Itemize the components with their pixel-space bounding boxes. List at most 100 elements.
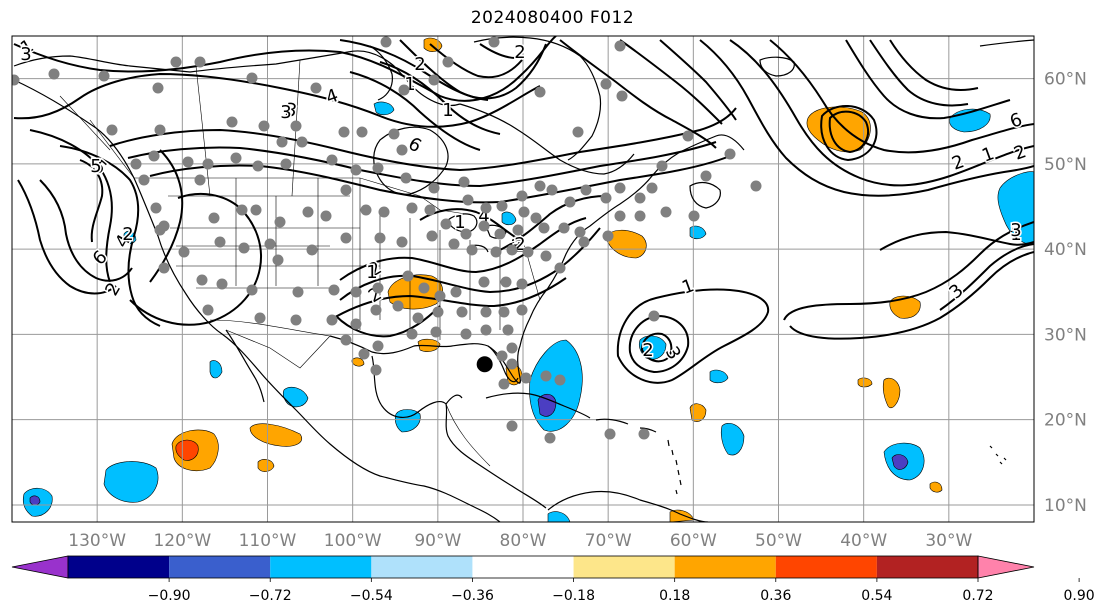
station-dot — [602, 230, 614, 242]
contour-label: 3 — [283, 99, 298, 122]
contour-label: 2 — [122, 224, 133, 245]
contour-label: 2 — [642, 340, 653, 361]
longitude-label: 30°W — [925, 531, 972, 551]
station-dot — [418, 282, 430, 294]
contour-canada-3 — [479, 43, 517, 59]
station-dot — [358, 348, 370, 360]
station-dot — [462, 194, 474, 206]
station-dot — [580, 184, 592, 196]
station-dot — [424, 204, 436, 216]
station-dot — [442, 56, 454, 68]
station-dot — [246, 284, 258, 296]
contour-atl-west-1 — [699, 39, 1034, 197]
contour-atl-east-2 — [789, 251, 1034, 340]
station-dot — [546, 184, 558, 196]
storm-center-marker — [476, 356, 493, 373]
contour-se-4 — [419, 208, 521, 241]
station-dot — [656, 160, 668, 172]
shade-neg-pacific-sw-core — [29, 495, 41, 506]
station-dot — [480, 324, 492, 336]
station-dot — [534, 86, 546, 98]
station-dot — [238, 242, 250, 254]
station-dot — [194, 174, 206, 186]
shade-pos-atl-mid — [689, 403, 707, 422]
station-dot — [138, 174, 150, 186]
contour-northpac-1 — [13, 36, 557, 102]
longitude-label: 60°W — [670, 531, 717, 551]
station-dot — [98, 70, 110, 82]
station-dot — [506, 420, 518, 432]
contour-label: 3 — [20, 44, 31, 65]
contour-jet-4 — [349, 71, 481, 151]
station-dots — [12, 36, 762, 444]
station-dot — [540, 250, 552, 262]
station-dot — [360, 204, 372, 216]
colorbar-tick-label: −0.90 — [148, 588, 191, 604]
station-dot — [432, 306, 444, 318]
contour-label: 5 — [90, 156, 101, 177]
station-dot — [600, 78, 612, 90]
contour-label: 3 — [280, 102, 291, 123]
station-dot — [398, 84, 410, 96]
station-dot — [130, 158, 142, 170]
longitude-label: 80°W — [500, 531, 547, 551]
station-dot — [450, 286, 462, 298]
station-dot — [614, 210, 626, 222]
longitude-label: 50°W — [755, 531, 802, 551]
station-dot — [274, 216, 286, 228]
shade-pos-atl-small — [882, 377, 901, 409]
contour-label: 3 — [1010, 220, 1021, 241]
station-dot — [516, 304, 528, 316]
station-dot — [682, 130, 694, 142]
station-dot — [250, 204, 262, 216]
station-dot — [428, 182, 440, 194]
station-dot — [426, 230, 438, 242]
shade-neg-atl-mid2 — [638, 335, 667, 360]
shade-pos-small1 — [857, 377, 873, 388]
station-dot — [202, 304, 214, 316]
station-dot — [158, 262, 170, 274]
longitude-labels: 130°W 120°W 110°W 100°W 90°W 80°W 70°W 60°W 50°W… — [68, 531, 972, 551]
station-dot — [340, 184, 352, 196]
station-dot — [700, 170, 712, 182]
colorbar-extend-low — [11, 555, 69, 579]
station-dot — [518, 206, 530, 218]
shade-neg-canada — [373, 101, 395, 116]
contour-canada-2 — [429, 43, 523, 79]
station-dot — [466, 244, 478, 256]
station-dot — [340, 334, 352, 346]
contour-greenland-3 — [659, 39, 737, 121]
contour-atl-ring-2 — [820, 104, 878, 162]
station-dot — [502, 324, 514, 336]
station-dot — [328, 284, 340, 296]
contour-jet-1 — [109, 107, 737, 172]
colorbar-tick-label: −0.54 — [350, 588, 393, 604]
station-dot — [478, 276, 490, 288]
station-dot — [490, 246, 502, 258]
contour-canada-1 — [399, 39, 547, 100]
station-dot — [326, 154, 338, 166]
station-dot — [544, 432, 556, 444]
station-dot — [340, 232, 352, 244]
contour-atl-low-1 — [616, 288, 770, 384]
station-dot — [380, 36, 392, 48]
station-dot — [520, 372, 532, 384]
station-dot — [604, 428, 616, 440]
station-dot — [634, 210, 646, 222]
contour-west-3 — [29, 129, 113, 283]
contour-atl-west-2 — [879, 230, 1034, 251]
shade-neg-south — [547, 511, 571, 522]
station-dot — [194, 56, 206, 68]
longitude-label: 100°W — [324, 531, 382, 551]
station-dot — [106, 124, 118, 136]
station-dot — [264, 238, 276, 250]
longitude-label: 120°W — [153, 531, 211, 551]
station-dot — [252, 160, 264, 172]
contour-se-1 — [339, 227, 601, 301]
station-dot — [292, 286, 304, 298]
latitude-label: 10°N — [1044, 496, 1087, 516]
station-dot — [750, 180, 762, 192]
longitude-label: 70°W — [585, 531, 632, 551]
station-dot — [182, 156, 194, 168]
latitude-label: 40°N — [1044, 240, 1087, 260]
